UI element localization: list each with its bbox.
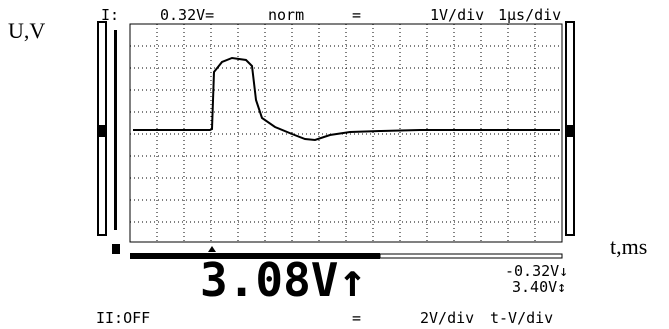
volts-per-div: 1V/div: [430, 6, 484, 24]
right-level-marker: [567, 125, 573, 137]
scope-screenshot: U,V t,ms I: 0.32V= norm = 1V/div 1μs/div…: [0, 0, 669, 329]
battery-icon: [112, 244, 120, 254]
y-axis-label: U,V: [8, 18, 45, 43]
main-readout: 3.08V↑: [200, 253, 366, 307]
separator: =: [352, 6, 361, 24]
volts-per-div-2: 2V/div: [420, 309, 474, 327]
offset: 0.32V=: [160, 6, 214, 24]
trigger-scale: [114, 30, 117, 230]
x-axis-label: t,ms: [610, 234, 647, 259]
waveform: [133, 58, 560, 140]
separator-2: =: [352, 309, 361, 327]
memory-bar-empty: [380, 254, 562, 258]
left-level-marker: [99, 125, 105, 137]
trigger-marker: [208, 246, 216, 252]
time-per-div: 1μs/div: [498, 6, 561, 24]
channel2-status: II:OFF: [96, 309, 150, 327]
mode: norm: [268, 6, 304, 24]
display-mode: t-V/div: [490, 309, 553, 327]
range-readout: 3.40V↕: [512, 278, 566, 296]
